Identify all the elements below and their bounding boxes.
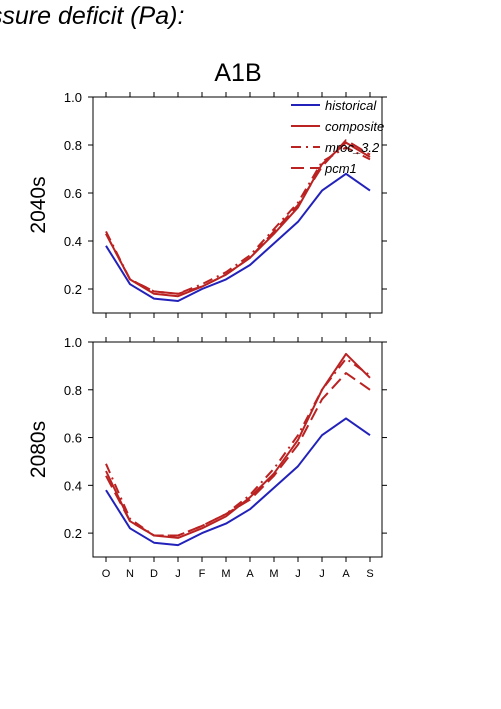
y-tick-label: 1.0 bbox=[64, 335, 82, 350]
legend-label: mroc_3.2 bbox=[325, 140, 380, 155]
series-line-composite bbox=[105, 141, 371, 298]
y-tick-label: 0.6 bbox=[64, 186, 82, 201]
x-tick-label: N bbox=[126, 568, 134, 580]
series-line-pcm1 bbox=[105, 372, 371, 537]
panel-label: 2080s bbox=[27, 421, 50, 478]
series-line-mroc-3-2 bbox=[105, 357, 371, 537]
x-tick-label: O bbox=[102, 568, 111, 580]
panel-label: 2040s bbox=[27, 176, 50, 233]
series-line-pcm1 bbox=[105, 139, 371, 295]
x-tick-label: J bbox=[175, 568, 181, 580]
y-tick-label: 0.4 bbox=[64, 478, 82, 493]
page-heading: essure deficit (Pa): bbox=[0, 2, 185, 30]
chart-title: A1B bbox=[214, 59, 261, 87]
x-tick-label: F bbox=[199, 568, 206, 580]
y-tick-label: 0.8 bbox=[64, 138, 82, 153]
x-tick-label: J bbox=[319, 568, 325, 580]
series-line-historical bbox=[105, 172, 371, 302]
legend-label: composite bbox=[325, 119, 384, 134]
series-line-mroc-3-2 bbox=[105, 146, 371, 295]
x-tick-label: J bbox=[295, 568, 301, 580]
y-tick-label: 0.8 bbox=[64, 383, 82, 398]
legend-label: historical bbox=[325, 98, 377, 113]
y-tick-label: 0.4 bbox=[64, 234, 82, 249]
x-tick-label: D bbox=[150, 568, 158, 580]
x-tick-label: A bbox=[342, 568, 350, 580]
x-tick-label: M bbox=[269, 568, 278, 580]
x-tick-label: M bbox=[221, 568, 230, 580]
legend-label: pcm1 bbox=[324, 161, 357, 176]
x-tick-label: S bbox=[366, 568, 373, 580]
y-tick-label: 0.2 bbox=[64, 282, 82, 297]
series-line-historical bbox=[105, 417, 371, 547]
y-tick-label: 0.6 bbox=[64, 431, 82, 446]
y-tick-label: 0.2 bbox=[64, 526, 82, 541]
y-tick-label: 1.0 bbox=[64, 90, 82, 105]
panel-frame bbox=[92, 96, 383, 314]
panel-frame bbox=[92, 341, 383, 558]
series-line-composite bbox=[105, 352, 371, 539]
x-tick-label: A bbox=[246, 568, 254, 580]
